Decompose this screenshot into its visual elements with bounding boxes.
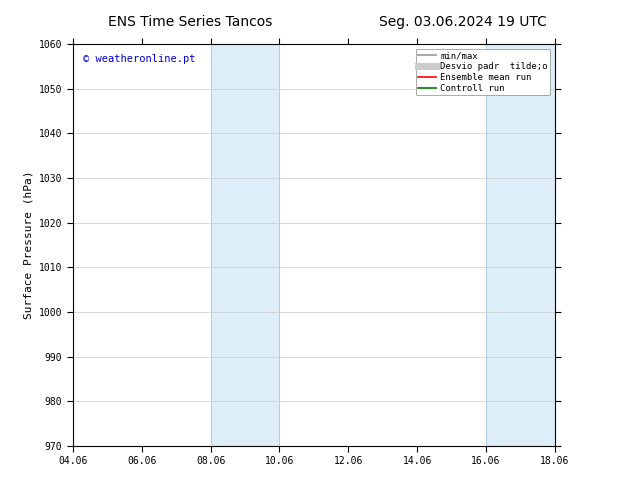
Y-axis label: Surface Pressure (hPa): Surface Pressure (hPa) (23, 171, 34, 319)
Text: ENS Time Series Tancos: ENS Time Series Tancos (108, 15, 273, 29)
Text: Seg. 03.06.2024 19 UTC: Seg. 03.06.2024 19 UTC (379, 15, 547, 29)
Legend: min/max, Desvio padr  tilde;o, Ensemble mean run, Controll run: min/max, Desvio padr tilde;o, Ensemble m… (416, 49, 550, 96)
Text: © weatheronline.pt: © weatheronline.pt (82, 54, 195, 64)
Bar (486, 44, 555, 446)
Bar (210, 44, 280, 446)
